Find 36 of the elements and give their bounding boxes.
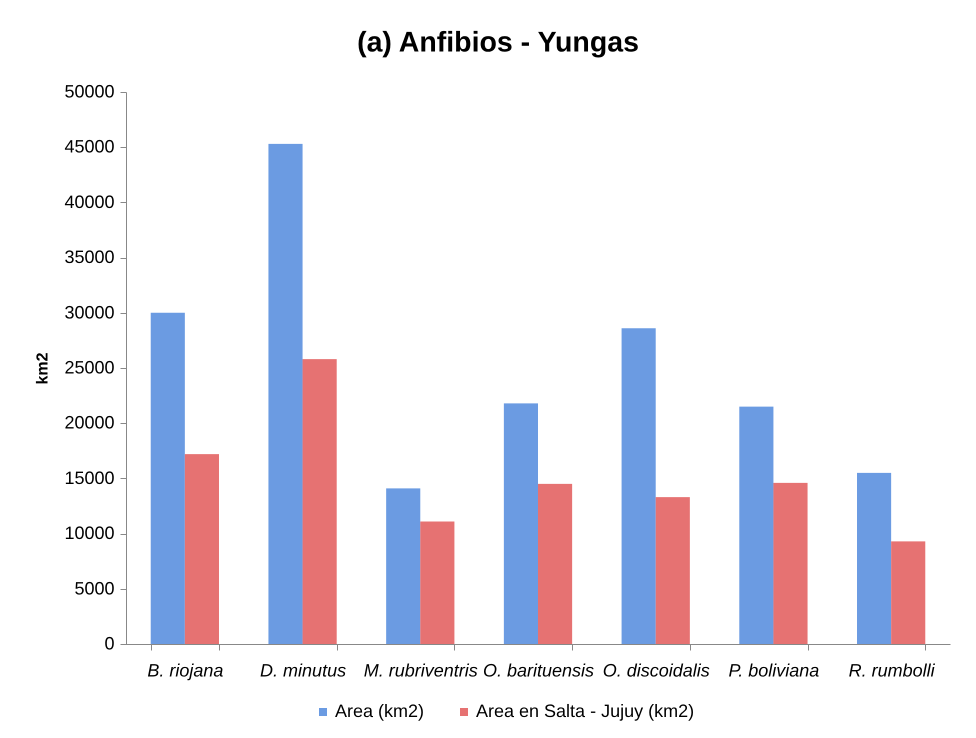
y-tick-label: 30000 — [64, 302, 114, 322]
y-tick-label: 50000 — [64, 82, 114, 102]
bar — [386, 488, 420, 644]
bar — [773, 482, 808, 644]
y-tick-label: 20000 — [64, 412, 114, 433]
bar — [302, 359, 337, 644]
y-tick-label: 10000 — [64, 523, 114, 544]
y-tick-label: 5000 — [74, 578, 114, 598]
x-tick-label: O. discoidalis — [602, 660, 710, 680]
y-tick-label: 45000 — [64, 136, 114, 157]
x-tick-label: M. rubriventris — [364, 660, 478, 680]
bar — [891, 541, 926, 644]
x-tick-label: P. boliviana — [728, 660, 820, 680]
chart-title: (a) Anfibios - Yungas — [357, 26, 639, 58]
legend-label: Area en Salta - Jujuy (km2) — [476, 701, 694, 721]
bar — [150, 312, 185, 644]
legend-label: Area (km2) — [335, 701, 424, 721]
x-tick-label: D. minutus — [260, 660, 346, 680]
y-tick-label: 0 — [104, 634, 114, 654]
bar — [504, 403, 538, 644]
x-tick-label: B. riojana — [147, 660, 224, 680]
x-tick-label: R. rumbolli — [848, 660, 936, 680]
x-tick-label: O. barituensis — [482, 660, 594, 680]
bar — [857, 472, 892, 644]
bar — [538, 484, 572, 644]
y-tick-label: 35000 — [64, 247, 114, 268]
y-tick-label: 25000 — [64, 358, 114, 378]
bar — [420, 521, 454, 644]
y-tick-label: 40000 — [64, 192, 114, 212]
bar — [622, 328, 656, 644]
bar — [656, 497, 690, 644]
bar — [184, 454, 219, 644]
bar — [739, 406, 774, 644]
bar — [268, 144, 303, 644]
y-axis-title: km2 — [34, 352, 52, 385]
y-tick-label: 15000 — [64, 468, 114, 488]
